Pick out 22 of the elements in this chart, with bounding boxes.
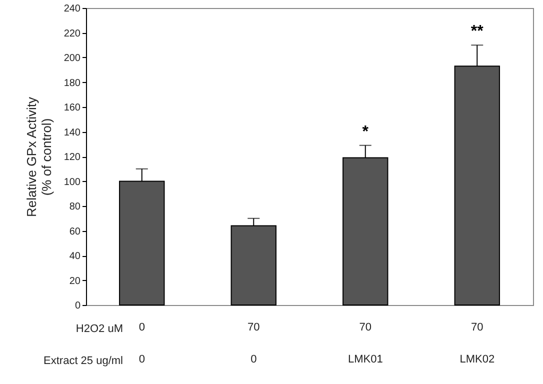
y-tick-label: 60 — [69, 226, 81, 238]
category-label: 0 0 — [138, 322, 145, 366]
y-tick-label: 0 — [74, 300, 81, 312]
y-tick-label: 220 — [64, 28, 81, 40]
y-tick-label: 40 — [69, 251, 81, 262]
category-label: 70 0 — [248, 322, 260, 366]
y-tick-label: 120 — [64, 152, 81, 163]
annotation: ** — [470, 23, 484, 40]
y-tick-label: 160 — [64, 102, 81, 114]
category-label: 70 LMK01 — [348, 322, 383, 366]
y-tick-label: 80 — [69, 202, 81, 212]
y-tick-label: 20 — [69, 276, 81, 287]
y-tick-label: 180 — [64, 78, 81, 89]
y-tick-label: 100 — [64, 176, 81, 188]
y-tick-label: 140 — [64, 127, 81, 138]
category-label: 70 LMK02 — [460, 322, 495, 366]
y-axis-title: Relative GPx Activity (% of control) — [24, 96, 54, 217]
y-tick-label: 200 — [64, 53, 81, 64]
text: Extract 25 ug/ml — [44, 355, 123, 367]
annotation: * — [362, 123, 370, 140]
y-tick-label: 240 — [64, 4, 81, 14]
text: H2O2 uM — [76, 323, 123, 335]
